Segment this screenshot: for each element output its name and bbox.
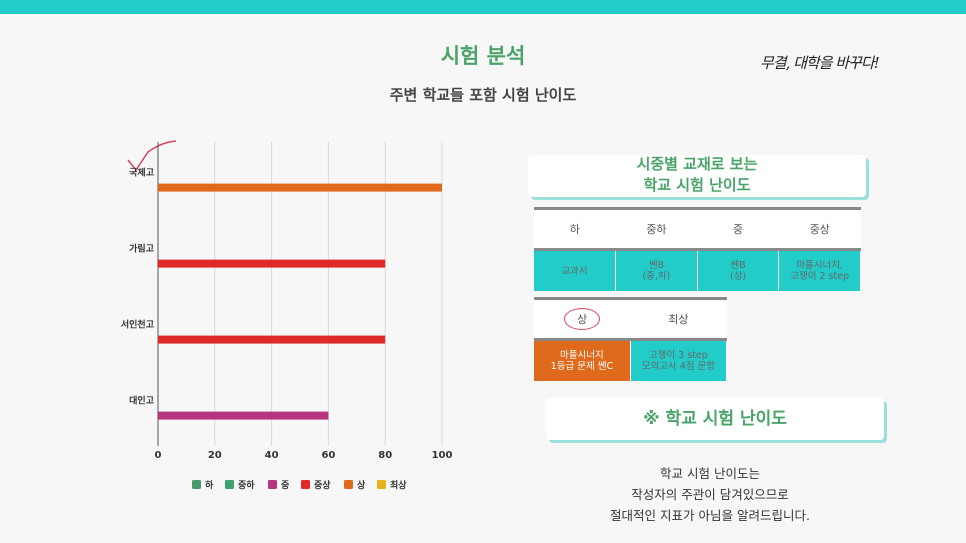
difficulty-table-1: 하 중하 중 중상 교과서 쎈B (중,하) 쎈B (상) 마플시너지, 고쟁이 2 … — [534, 207, 861, 291]
page-subtitle: 주변 학교들 포함 시험 난이도 — [389, 86, 577, 104]
x-tick-label: 60 — [321, 450, 335, 461]
category-label: 대인고 — [129, 395, 154, 407]
bar — [158, 411, 329, 420]
brand-slogan: 무결, 대학을 바꾸다! — [760, 54, 880, 72]
table-header: 중하 — [615, 207, 698, 251]
top-accent-bar — [0, 0, 966, 14]
legend-label: 상 — [357, 479, 366, 491]
difficulty-table-2: 상 최상 마플시너지 1등급 문제 쎈C 고쟁이 3 step 모의고사 4점 문항 — [534, 297, 728, 381]
legend-label: 최상 — [390, 479, 407, 491]
table-cell: 마플시너지, 고쟁이 2 step — [778, 249, 861, 291]
table-cell: 마플시너지 1등급 문제 쎈C — [534, 339, 631, 381]
legend-swatch — [301, 480, 310, 489]
table-cell: 쎈B (중,하) — [615, 249, 698, 291]
table-header: 중 — [697, 207, 779, 251]
bar — [158, 183, 442, 192]
legend-label: 중상 — [314, 479, 331, 491]
category-label: 서인천고 — [121, 319, 154, 331]
table-header: 하 — [534, 207, 616, 251]
bar — [158, 335, 386, 344]
highlight-circle: 상 — [564, 308, 601, 330]
legend-label: 중 — [281, 480, 289, 491]
legend-label: 하 — [205, 479, 214, 491]
x-tick-label: 40 — [265, 450, 279, 461]
legend-swatch — [225, 480, 234, 489]
table-cell: 쎈B (상) — [697, 249, 780, 291]
legend-swatch — [344, 480, 353, 489]
x-tick-label: 0 — [155, 450, 162, 461]
x-tick-label: 100 — [432, 450, 453, 461]
x-tick-label: 20 — [208, 450, 222, 461]
textbook-difficulty-card: 시중별 교재로 보는 학교 시험 난이도 — [528, 155, 866, 197]
legend-swatch — [377, 480, 386, 489]
table-header: 상 — [534, 297, 631, 341]
table-header: 중상 — [778, 207, 861, 251]
table-header: 최상 — [630, 297, 727, 341]
category-label: 가림고 — [129, 243, 154, 255]
card-title-line2: 학교 시험 난이도 — [643, 176, 751, 194]
legend-swatch — [268, 480, 277, 489]
category-label: 국제고 — [129, 167, 154, 179]
card-title-line1: 시중별 교재로 보는 — [636, 155, 758, 173]
bar — [158, 259, 386, 268]
legend-label: 중하 — [238, 479, 255, 491]
page-title: 시험 분석 — [440, 44, 526, 68]
legend-swatch — [192, 480, 201, 489]
table-cell: 교과서 — [534, 249, 617, 291]
x-tick-label: 80 — [378, 450, 392, 461]
school-difficulty-card: ※ 학교 시험 난이도 — [546, 398, 884, 440]
table-cell: 고쟁이 3 step 모의고사 4점 문항 — [630, 339, 728, 381]
disclaimer-note: 학교 시험 난이도는 작성자의 주관이 담겨있으므로 절대적인 지표가 아님을 … — [610, 466, 810, 523]
